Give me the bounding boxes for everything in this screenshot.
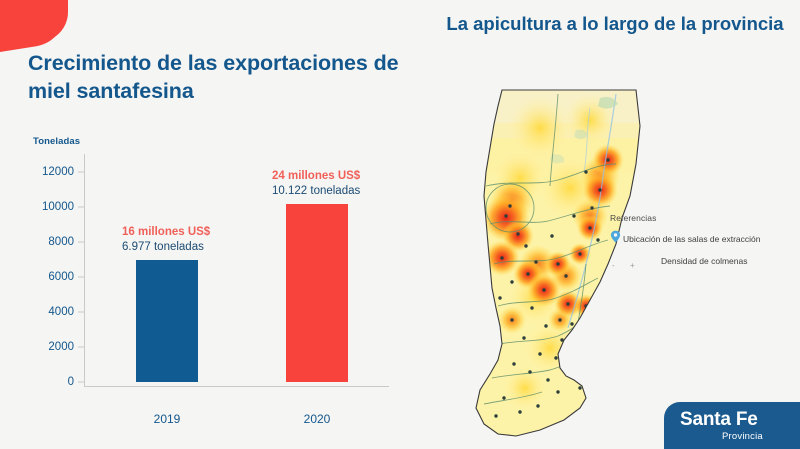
bar-annotation-2019: 16 millones US$ 6.977 toneladas: [122, 226, 210, 253]
y-axis-tick-label: 0: [67, 376, 74, 388]
logo-subtitle: Provincia: [722, 431, 763, 442]
map-point-markers: [494, 158, 610, 418]
legend-label-hive-density: Densidad de colmenas: [661, 256, 748, 266]
y-axis-tick-label: 2000: [48, 340, 74, 353]
y-axis-tick-mark: [78, 276, 84, 278]
legend-label-extraction-rooms: Ubicación de las salas de extracción: [623, 234, 761, 244]
y-axis-tick-label: 4000: [48, 305, 74, 318]
bar-annotation-tons-2020: 10.122 toneladas: [272, 185, 361, 198]
santa-fe-logo: Santa Fe Provincia: [664, 402, 800, 449]
bar-annotation-2020: 24 millones US$ 10.122 toneladas: [272, 170, 360, 197]
y-axis-tick-mark: [78, 171, 84, 173]
map-title: La apicultura a lo largo de la provincia: [446, 13, 784, 34]
map-legend: Referencias Ubicación de las salas de ex…: [610, 213, 796, 274]
bar-chart: Toneladas 0 2000 4000 6000 8000 10000 12000 16 …: [28, 136, 418, 426]
bar-annotation-tons-2019: 6.977 toneladas: [122, 240, 204, 253]
x-axis-tick-label-2019: 2019: [153, 412, 181, 426]
red-blob-decoration-secondary: [0, 0, 68, 42]
exports-chart-panel: Crecimiento de las exportaciones de miel…: [28, 51, 418, 426]
y-axis-tick-label: 8000: [48, 235, 74, 248]
x-axis-line: [84, 386, 389, 387]
santa-fe-density-map: [440, 68, 690, 438]
y-axis-tick-mark: [78, 381, 84, 383]
bar-2019: [136, 259, 198, 382]
map-pin-icon: [610, 230, 621, 248]
legend-title: Referencias: [610, 213, 657, 223]
y-axis-line: [84, 154, 85, 386]
bar-annotation-money-2020: 24 millones US$: [272, 170, 361, 183]
plot-area: 0 2000 4000 6000 8000 10000 12000 16 millones U…: [42, 154, 414, 426]
y-axis-tick-mark: [78, 241, 84, 243]
y-axis-tick-mark: [78, 206, 84, 208]
map-province-body: [476, 90, 640, 436]
y-axis-tick-mark: [78, 346, 84, 348]
density-low-label: -: [612, 261, 615, 270]
map-province-outline: [475, 89, 641, 437]
y-axis-tick-label: 6000: [48, 270, 74, 283]
x-axis-tick-label-2020: 2020: [303, 412, 331, 426]
y-axis-tick-label: 12000: [42, 165, 74, 178]
bar-2020: [286, 204, 348, 382]
beekeeping-map-panel: La apicultura a lo largo de la provincia: [430, 0, 800, 449]
legend-item-hive-density: - + Densidad de colmenas: [610, 256, 796, 270]
logo-name: Santa Fe: [680, 409, 758, 430]
page-title: Crecimiento de las exportaciones de miel…: [28, 51, 399, 103]
y-axis-unit-label: Toneladas: [33, 136, 81, 147]
y-axis-tick-label: 10000: [42, 200, 74, 213]
y-axis-tick-mark: [78, 311, 84, 313]
bar-annotation-money-2019: 16 millones US$: [122, 225, 211, 238]
density-high-label: +: [630, 261, 635, 270]
legend-item-extraction-rooms: Ubicación de las salas de extracción: [610, 230, 796, 248]
